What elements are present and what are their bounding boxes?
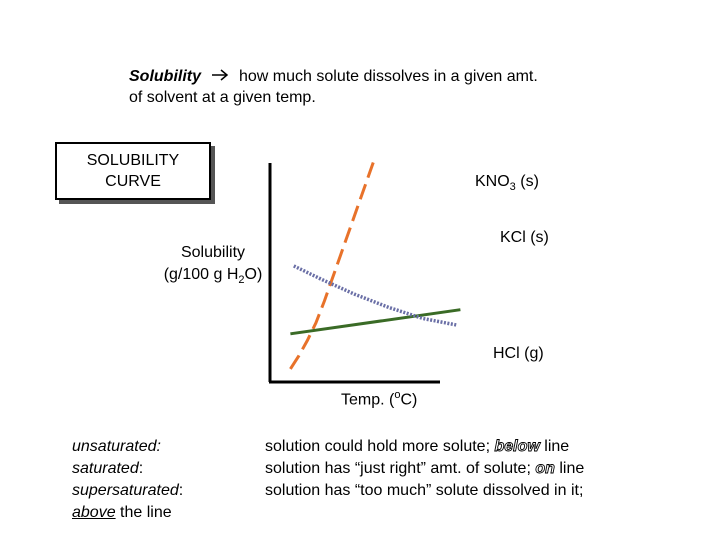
key-desc-unsaturated: solution could hold more solute; below l…	[265, 438, 570, 456]
definition-text-2: of solvent at a given temp.	[129, 89, 316, 106]
arrow-right-icon	[209, 66, 231, 87]
definition-term: Solubility	[129, 68, 201, 85]
definition: Solubility how much solute dissolves in a…	[129, 66, 538, 108]
series-label-hcl: HCl (g)	[493, 345, 544, 362]
y-axis-label-line-2: (g/100 g H2O)	[163, 266, 263, 287]
key-term-unsaturated: unsaturated:	[72, 438, 161, 455]
key-desc-supersaturated: solution has “too much” solute dissolved…	[265, 482, 584, 499]
chart-title-line-2: CURVE	[105, 173, 161, 190]
key-desc-saturated: solution has “just right” amt. of solute…	[265, 460, 585, 478]
key-extra: above the line	[72, 504, 172, 521]
series-label-kno3: KNO3 (s)	[475, 173, 539, 194]
y-axis-label: Solubility (g/100 g H2O)	[148, 242, 278, 291]
series-line-kno3-s	[289, 155, 377, 370]
definition-line-1: Solubility how much solute dissolves in a…	[129, 66, 538, 87]
x-axis-label: Temp. (oC)	[341, 389, 418, 409]
key-term-supersaturated: supersaturated:	[72, 482, 184, 499]
chart-title-line-1: SOLUBILITY	[86, 152, 180, 169]
y-axis-label-line-1: Solubility	[180, 244, 246, 261]
series-line-kcl-s	[290, 308, 461, 336]
series-label-kcl: KCl (s)	[500, 229, 549, 246]
series-line-hcl-g	[293, 264, 458, 327]
key-term-saturated: saturated:	[72, 460, 144, 477]
chart-title-box: SOLUBILITY CURVE	[55, 142, 211, 200]
definition-text-1: how much solute dissolves in a given amt…	[239, 68, 538, 85]
